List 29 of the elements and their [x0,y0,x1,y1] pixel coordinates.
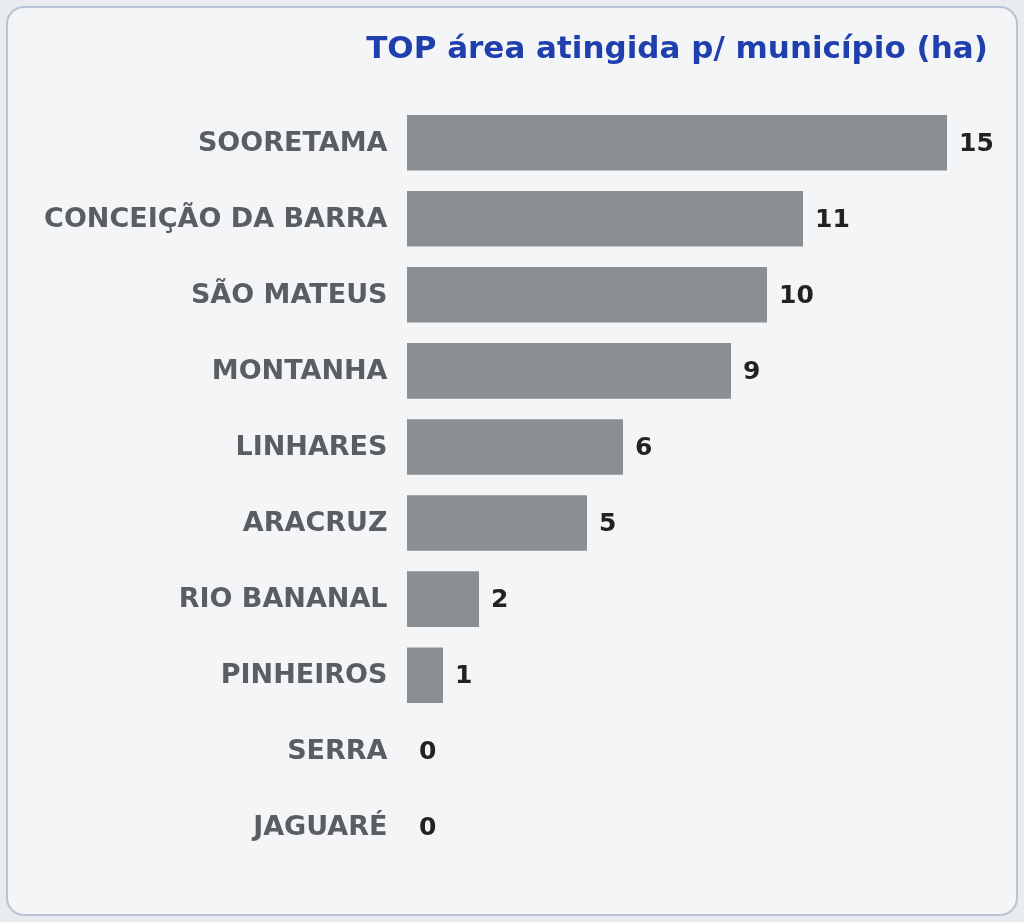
bar [407,571,479,627]
data-label: 5 [599,508,617,538]
data-label: 6 [635,431,653,461]
data-label: 0 [419,736,437,766]
y-tick-label: CONCEIÇÃO DA BARRA [44,201,388,233]
y-tick-label: MONTANHA [211,353,388,385]
bar [407,267,767,323]
bar [407,190,803,247]
bar [407,114,947,171]
data-label: 0 [419,812,437,842]
bar [407,495,587,551]
y-tick-label: LINHARES [235,429,388,461]
data-label: 10 [779,279,814,309]
bar [407,647,443,703]
data-label: 11 [815,203,850,233]
y-tick-label: SOORETAMA [197,125,388,157]
data-label: 9 [743,355,761,385]
bar [407,419,623,475]
data-label: 15 [959,127,994,157]
y-tick-label: RIO BANANAL [178,582,388,614]
y-tick-label: SÃO MATEUS [190,277,388,309]
data-label: 2 [491,584,509,614]
bar [407,343,731,399]
y-tick-label: PINHEIROS [220,658,388,690]
chart-title: TOP área atingida p/ município (ha) [366,29,988,65]
data-label: 1 [455,660,473,690]
y-tick-label: JAGUARÉ [251,810,388,842]
y-tick-label: SERRA [287,734,388,766]
y-tick-label: ARACRUZ [242,506,388,538]
